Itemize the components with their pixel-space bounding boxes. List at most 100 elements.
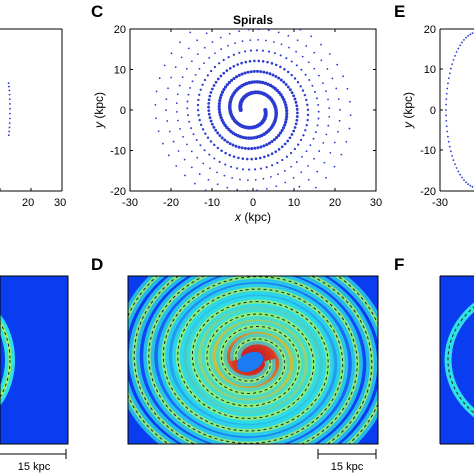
data-point — [248, 59, 252, 63]
data-point — [259, 70, 263, 74]
data-point — [284, 83, 288, 86]
data-point — [155, 90, 158, 93]
data-point — [167, 87, 169, 90]
data-point — [157, 130, 160, 133]
data-point — [250, 157, 253, 161]
data-point — [240, 72, 244, 76]
data-point — [227, 11, 229, 13]
data-point — [8, 126, 11, 129]
data-point — [249, 136, 254, 140]
data-point — [198, 173, 201, 175]
data-point — [459, 44, 462, 47]
data-point — [278, 131, 283, 135]
data-point — [279, 54, 282, 57]
data-point — [280, 43, 283, 46]
data-point — [446, 130, 449, 133]
data-point — [299, 29, 302, 31]
data-point — [227, 56, 230, 59]
data-point — [255, 49, 258, 52]
data-point — [262, 144, 266, 148]
data-point — [265, 166, 268, 169]
data-point — [253, 146, 257, 150]
data-point — [201, 128, 205, 131]
data-point — [187, 47, 190, 50]
data-point — [471, 185, 474, 188]
data-point — [295, 104, 299, 108]
data-point — [295, 118, 299, 122]
data-point — [293, 126, 297, 129]
data-point — [223, 174, 226, 177]
spiral-points — [154, 11, 352, 191]
data-point — [282, 80, 286, 84]
data-point — [445, 92, 448, 95]
data-point — [214, 52, 216, 55]
data-point — [249, 49, 253, 52]
data-point — [274, 74, 278, 78]
data-point — [328, 107, 331, 110]
data-point — [190, 127, 193, 130]
data-point — [8, 89, 11, 92]
data-point — [167, 154, 170, 157]
data-point — [219, 116, 223, 120]
data-point — [201, 83, 204, 86]
data-point — [225, 125, 229, 130]
data-point — [216, 146, 220, 150]
data-point — [301, 55, 304, 58]
data-point — [244, 60, 248, 64]
data-point — [292, 94, 296, 98]
data-point — [259, 145, 263, 149]
data-point — [241, 168, 245, 171]
data-point — [220, 149, 223, 152]
data-point — [216, 171, 218, 174]
data-point — [286, 139, 290, 143]
data-point — [345, 140, 348, 143]
x-tick-label: -20 — [163, 197, 179, 209]
data-point — [313, 67, 316, 70]
data-point — [210, 122, 214, 126]
data-point — [266, 60, 269, 64]
data-point — [180, 56, 183, 59]
data-point — [255, 69, 259, 73]
panel-letter-c: C — [91, 2, 103, 21]
data-point — [196, 108, 200, 112]
data-point — [201, 23, 203, 25]
data-point — [337, 130, 339, 133]
data-point — [263, 81, 268, 85]
data-point — [459, 173, 462, 176]
data-point — [255, 80, 260, 84]
data-point — [199, 88, 202, 91]
panel-f: F — [394, 255, 474, 445]
panel-d: D 15 kpc — [91, 255, 379, 473]
data-point — [318, 74, 320, 77]
data-point — [182, 135, 185, 138]
data-point — [295, 115, 299, 118]
data-point — [234, 144, 238, 148]
data-point — [214, 16, 216, 18]
data-point — [246, 179, 249, 182]
data-point — [287, 34, 290, 37]
data-point — [317, 103, 320, 106]
data-point — [302, 134, 305, 137]
data-point — [172, 140, 175, 143]
data-point — [295, 50, 297, 53]
data-point — [218, 113, 222, 117]
data-point — [267, 29, 270, 32]
data-point — [177, 119, 179, 122]
data-point — [185, 68, 188, 70]
data-point — [447, 135, 449, 138]
data-point — [292, 176, 295, 179]
data-point — [203, 149, 206, 152]
chart-title: Spirals — [233, 13, 273, 27]
data-point — [254, 157, 258, 161]
data-point — [285, 57, 288, 60]
data-point — [219, 36, 222, 39]
scale-bar-label: 15 kpc — [331, 461, 364, 473]
data-point — [335, 87, 338, 90]
data-point — [217, 107, 221, 111]
data-point — [246, 70, 250, 74]
data-point — [244, 136, 248, 140]
e-tick-0: 0 — [430, 105, 436, 117]
data-point — [210, 69, 213, 73]
data-point — [307, 178, 310, 181]
data-point — [203, 62, 205, 65]
